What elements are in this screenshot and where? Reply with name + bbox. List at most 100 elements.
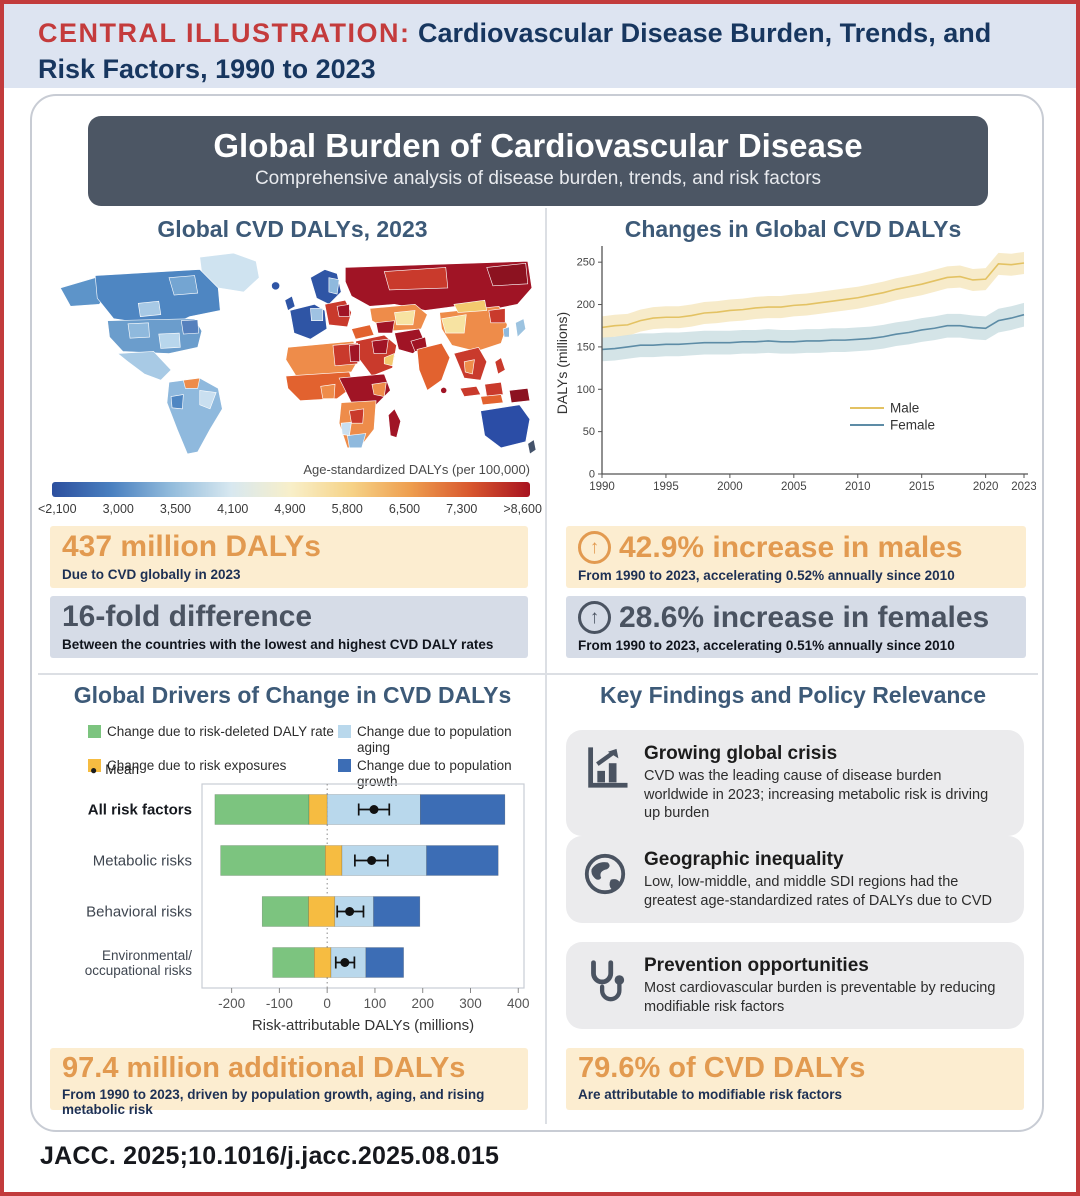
- svg-text:150: 150: [577, 341, 595, 353]
- legend-label: Change due to risk-deleted DALY rate: [107, 724, 334, 739]
- svg-text:0: 0: [589, 469, 595, 481]
- svg-text:200: 200: [577, 299, 595, 311]
- svg-text:2005: 2005: [781, 481, 807, 493]
- globe-icon: [582, 851, 630, 902]
- region-mexico-central-america: [116, 351, 172, 381]
- vertical-divider: [545, 208, 547, 1124]
- region-mongolia: [453, 299, 488, 313]
- svg-text:Environmental/: Environmental/: [102, 948, 192, 963]
- stat-additional-dalys-value: 97.4 million additional DALYs: [62, 1052, 466, 1084]
- legend-item: Change due to risk-deleted DALY rate: [88, 724, 334, 755]
- svg-text:2010: 2010: [845, 481, 871, 493]
- svg-text:0: 0: [323, 996, 331, 1011]
- stat-male-increase-value: 42.9% increase in males: [619, 530, 963, 564]
- scale-tick: 4,100: [217, 502, 249, 516]
- region-japan: [515, 318, 527, 338]
- scale-tick: 3,500: [159, 502, 192, 516]
- map-scale-ticks: <2,100 3,000 3,500 4,100 4,900 5,800 6,500 7,30…: [38, 502, 542, 516]
- scale-tick: 5,800: [331, 502, 363, 516]
- svg-text:200: 200: [411, 996, 434, 1011]
- svg-text:Behavioral risks: Behavioral risks: [86, 904, 192, 921]
- region-new-guinea: [508, 388, 531, 404]
- region-canada: [94, 269, 221, 328]
- main-title: Global Burden of Cardiovascular Disease: [213, 127, 863, 164]
- scale-tick: 7,300: [446, 502, 478, 516]
- mean-dot-icon: ●: [90, 763, 98, 777]
- figure-header: CENTRAL ILLUSTRATION: Cardiovascular Dis…: [4, 4, 1076, 88]
- svg-text:occupational risks: occupational risks: [85, 963, 193, 978]
- svg-text:1990: 1990: [589, 481, 615, 493]
- legend-label: Change due to population aging: [357, 724, 512, 755]
- horizontal-divider: [38, 673, 1038, 675]
- region-india: [416, 342, 451, 391]
- finding-text: CVD was the leading cause of disease bur…: [644, 768, 989, 822]
- scale-tick: 4,900: [274, 502, 306, 516]
- stat-fold-difference-caption: Between the countries with the lowest an…: [62, 636, 494, 652]
- stat-fold-difference-value: 16-fold difference: [62, 600, 313, 633]
- stethoscope-icon: [582, 957, 630, 1008]
- region-south-america: [166, 377, 223, 455]
- legend-swatch: [338, 759, 351, 773]
- finding-title: Growing global crisis: [644, 743, 838, 764]
- svg-text:Risk-attributable DALYs (milli: Risk-attributable DALYs (millions): [252, 1017, 474, 1034]
- map-color-scale: [52, 482, 530, 497]
- map-panel-title: Global CVD DALYs, 2023: [157, 216, 428, 242]
- scale-tick: <2,100: [38, 502, 77, 516]
- scale-tick: >8,600: [503, 502, 542, 516]
- svg-text:Metabolic risks: Metabolic risks: [93, 853, 192, 870]
- legend-item: Change due to risk exposures: [88, 758, 334, 789]
- region-madagascar: [388, 408, 401, 438]
- mean-legend: ● Mean: [90, 762, 139, 777]
- scale-tick: 3,000: [102, 502, 134, 516]
- citation: JACC. 2025;10.1016/j.jacc.2025.08.015: [40, 1142, 500, 1170]
- stat-female-increase-caption: From 1990 to 2023, accelerating 0.51% an…: [578, 638, 955, 653]
- map-scale-label: Age-standardized DALYs (per 100,000): [303, 462, 530, 477]
- stat-total-dalys-value: 437 million DALYs: [62, 530, 321, 563]
- svg-text:DALYs (millions): DALYs (millions): [554, 312, 570, 414]
- svg-text:2020: 2020: [973, 481, 999, 493]
- svg-text:Male: Male: [890, 401, 919, 416]
- svg-text:Female: Female: [890, 418, 935, 433]
- svg-text:50: 50: [583, 426, 595, 438]
- stat-male-increase: ↑ 42.9% increase in males From 1990 to 2…: [566, 526, 1026, 588]
- world-choropleth-map: [59, 252, 537, 455]
- central-illustration-label: CENTRAL ILLUSTRATION:: [38, 18, 411, 48]
- region-uk: [284, 295, 296, 311]
- region-australia: [480, 404, 531, 449]
- figure-header-text: CENTRAL ILLUSTRATION: Cardiovascular Dis…: [38, 16, 1042, 87]
- stat-attributable-dalys-value: 79.6% of CVD DALYs: [578, 1052, 866, 1084]
- finding-title: Prevention opportunities: [644, 955, 869, 976]
- legend-swatch: [88, 725, 101, 738]
- svg-text:100: 100: [577, 384, 595, 396]
- region-philippines: [494, 357, 506, 375]
- finding-geographic-inequality: Geographic inequality Low, low-middle, a…: [566, 836, 1024, 924]
- svg-text:400: 400: [507, 996, 530, 1011]
- stat-total-dalys-caption: Due to CVD globally in 2023: [62, 566, 241, 582]
- svg-text:1995: 1995: [653, 481, 679, 493]
- svg-text:100: 100: [364, 996, 387, 1011]
- drivers-legend: Change due to risk-deleted DALY rate Chan…: [88, 724, 540, 789]
- region-korea: [502, 326, 510, 338]
- svg-text:2015: 2015: [909, 481, 935, 493]
- trend-panel-title: Changes in Global CVD DALYs: [624, 216, 962, 242]
- main-subtitle: Comprehensive analysis of disease burden…: [254, 168, 822, 189]
- svg-text:All risk factors: All risk factors: [88, 802, 192, 819]
- stat-attributable-dalys: 79.6% of CVD DALYs Are attributable to m…: [566, 1048, 1024, 1110]
- drivers-bar-chart: All risk factors Metabolic risks Behaviora…: [85, 783, 530, 1034]
- svg-text:-200: -200: [218, 996, 245, 1011]
- main-title-banner: Global Burden of Cardiovascular Disease …: [88, 116, 988, 206]
- finding-text: Most cardiovascular burden is preventabl…: [644, 980, 996, 1015]
- legend-item: Change due to population growth: [338, 758, 540, 789]
- svg-text:2000: 2000: [717, 481, 743, 493]
- scale-tick: 6,500: [388, 502, 421, 516]
- stat-additional-dalys: 97.4 million additional DALYs From 1990 …: [50, 1048, 528, 1117]
- mean-legend-label: Mean: [105, 762, 140, 777]
- finding-text: Low, low-middle, and middle SDI regions …: [644, 874, 992, 909]
- trend-line-chart: 0 50 100 150 200 250 1990 1995 2000 2005 2010 2015 2…: [554, 246, 1036, 493]
- finding-growing-global-crisis: Growing global crisis CVD was the leadin…: [566, 730, 1024, 836]
- up-arrow-icon: ↑: [578, 601, 611, 634]
- stat-fold-difference: 16-fold difference Between the countries…: [50, 596, 528, 658]
- finding-prevention-opportunities: Prevention opportunities Most cardiovasc…: [566, 942, 1024, 1030]
- legend-swatch: [338, 725, 351, 738]
